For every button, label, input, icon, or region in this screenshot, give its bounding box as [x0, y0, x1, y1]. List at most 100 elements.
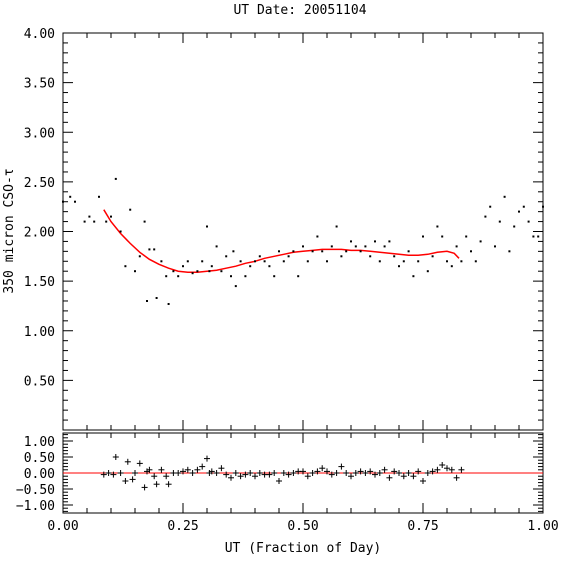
- residual-point: [165, 481, 172, 488]
- x-tick-label: 1.00: [527, 519, 558, 534]
- residual-point: [242, 471, 249, 478]
- data-point: [316, 235, 319, 238]
- data-point: [208, 270, 211, 273]
- data-point: [119, 230, 122, 233]
- residual-point: [105, 470, 112, 476]
- residual-point: [415, 468, 422, 475]
- data-point: [196, 270, 199, 273]
- residual-point: [124, 458, 131, 465]
- residual-point: [199, 463, 206, 470]
- residual-point: [338, 463, 345, 470]
- data-point: [148, 248, 151, 251]
- data-point: [383, 245, 386, 248]
- residual-point: [319, 465, 326, 472]
- residual-point: [194, 466, 201, 473]
- data-point: [479, 240, 482, 243]
- bottom-y-tick-labels: 1.000.500.00−0.50−1.00: [16, 435, 55, 514]
- residual-point: [324, 468, 330, 475]
- data-point: [455, 245, 458, 248]
- residual-point: [328, 471, 335, 478]
- fit-curve: [103, 209, 460, 273]
- residual-point: [184, 466, 191, 473]
- data-point: [153, 248, 156, 251]
- data-point: [340, 255, 343, 258]
- data-point: [302, 245, 304, 248]
- data-point: [388, 240, 391, 243]
- data-point: [114, 177, 117, 180]
- data-point: [258, 255, 261, 258]
- residual-point: [343, 470, 350, 476]
- data-point: [146, 300, 148, 302]
- residual-point: [175, 470, 182, 476]
- residual-point: [448, 466, 455, 473]
- bottom-y-tick-label: 1.00: [24, 435, 55, 450]
- residual-point: [223, 471, 230, 478]
- residual-point: [348, 473, 354, 480]
- bottom-y-tick-label: −1.00: [16, 499, 55, 514]
- top-y-tick-label: 2.50: [24, 176, 55, 191]
- data-point: [287, 255, 290, 258]
- data-point: [234, 285, 237, 288]
- data-point: [254, 260, 256, 263]
- residual-point: [362, 470, 369, 476]
- data-point: [484, 215, 487, 218]
- top-y-tick-label: 4.00: [24, 27, 55, 42]
- data-point: [177, 275, 180, 278]
- residual-point: [372, 471, 378, 478]
- residual-point: [285, 471, 292, 478]
- data-point: [378, 260, 381, 263]
- residual-point: [218, 465, 225, 472]
- data-point: [326, 260, 328, 263]
- top-y-tick-label: 2.00: [24, 226, 55, 241]
- top-plot-frame: [62, 32, 544, 431]
- data-point: [165, 275, 168, 278]
- data-point: [311, 250, 314, 253]
- x-tick-label: 0.75: [407, 519, 438, 534]
- data-point: [354, 245, 357, 248]
- residual-point: [252, 473, 258, 480]
- data-point: [503, 195, 506, 198]
- data-point: [230, 275, 232, 278]
- residual-point: [204, 455, 210, 462]
- data-point: [129, 208, 132, 211]
- residual-point: [333, 470, 340, 476]
- data-point: [513, 225, 516, 228]
- data-point: [273, 275, 276, 278]
- data-point: [306, 260, 309, 263]
- y-axis-label: 350 micron CSO-τ: [2, 168, 17, 293]
- bottom-y-tick-label: −0.50: [16, 483, 55, 498]
- data-point: [160, 260, 163, 263]
- residual-point: [266, 471, 273, 478]
- top-y-tick-label: 3.00: [24, 126, 55, 141]
- x-axis-label: UT (Fraction of Day): [225, 541, 382, 556]
- residual-point: [280, 470, 287, 476]
- data-point: [522, 205, 525, 208]
- data-point: [206, 225, 208, 228]
- data-point: [134, 270, 136, 273]
- data-point: [364, 245, 367, 248]
- data-point: [182, 265, 184, 268]
- residual-point: [424, 470, 431, 476]
- data-point: [393, 255, 396, 258]
- data-point: [268, 265, 271, 268]
- data-point: [297, 275, 300, 278]
- residual-point: [117, 470, 124, 476]
- top-data-points: [62, 177, 544, 305]
- data-point: [215, 245, 218, 248]
- x-tick-label: 0.00: [47, 519, 78, 534]
- data-point: [172, 270, 175, 273]
- residual-points: [100, 454, 465, 491]
- top-ticks: [62, 32, 544, 431]
- data-point: [282, 260, 285, 263]
- residual-point: [213, 470, 220, 476]
- residual-point: [247, 470, 254, 476]
- residual-point: [146, 466, 153, 473]
- residual-point: [352, 470, 359, 476]
- data-point: [201, 260, 204, 263]
- residual-point: [271, 470, 278, 476]
- residual-point: [458, 466, 465, 473]
- residual-point: [256, 470, 263, 476]
- data-point: [138, 255, 141, 258]
- data-point: [508, 250, 511, 253]
